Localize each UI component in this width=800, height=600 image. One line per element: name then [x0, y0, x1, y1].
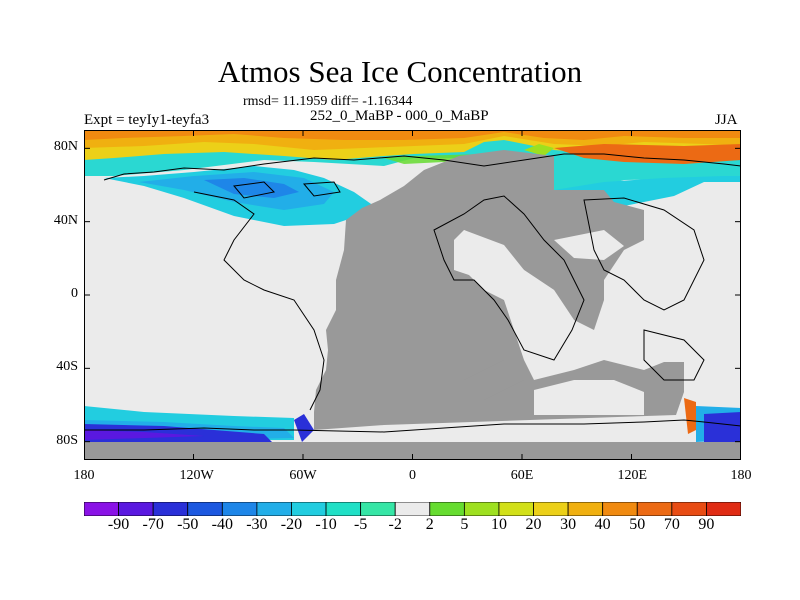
- colorbar-label: 5: [460, 516, 469, 533]
- colorbar-box: [394, 502, 431, 516]
- colorbar-label: -90: [107, 516, 130, 533]
- y-tick-label: 80S: [56, 432, 78, 448]
- x-tick-label: 180: [73, 468, 95, 483]
- colorbar-label: -2: [388, 516, 402, 533]
- experiment-label: Expt = teyIy1-teyfa3: [84, 112, 210, 128]
- colorbar-label: 90: [698, 516, 715, 533]
- colorbar-box: [429, 502, 465, 516]
- colorbar-box: [706, 502, 741, 516]
- colorbar-label: -20: [280, 516, 303, 533]
- colorbar-label: 50: [629, 516, 646, 533]
- colorbar-label: -5: [353, 516, 368, 533]
- season-label: JJA: [715, 112, 738, 128]
- plot-title: Atmos Sea Ice Concentration: [217, 54, 583, 89]
- land-mask: [314, 150, 684, 430]
- colorbar-label: 70: [663, 516, 680, 533]
- axis-ticks: [84, 130, 741, 460]
- colorbar-box: [325, 502, 362, 516]
- inland-seas: [464, 230, 644, 415]
- colorbar-label: -10: [315, 516, 337, 533]
- colorbar-box: [671, 502, 707, 516]
- colorbar-label: -30: [246, 516, 268, 533]
- colorbar-box: [256, 502, 292, 516]
- comparison-label: 252_0_MaBP - 000_0_MaBP: [310, 108, 489, 124]
- y-tick-label: 40S: [56, 359, 78, 375]
- colorbar-box: [221, 502, 258, 516]
- y-tick-label: 0: [71, 286, 78, 301]
- colorbar-label: 10: [490, 516, 507, 533]
- colorbar-label: 2: [425, 516, 434, 533]
- sea-ice-difference-map: [84, 130, 741, 460]
- x-tick-label: 120E: [617, 468, 648, 483]
- x-tick-label: 0: [409, 468, 416, 483]
- colorbar-box: [567, 502, 604, 516]
- colorbar-box: [360, 502, 396, 516]
- coastlines: [84, 153, 741, 433]
- colorbar-box: [84, 502, 119, 516]
- colorbar-box: [463, 502, 500, 516]
- colorbar-label: -70: [142, 516, 164, 533]
- colorbar-label: 40: [594, 516, 611, 533]
- x-tick-label: 120W: [179, 468, 214, 483]
- x-tick-label: 180: [730, 468, 752, 483]
- x-tick-label: 60E: [510, 468, 534, 483]
- colorbar-box: [636, 502, 673, 516]
- colorbar-box: [291, 502, 327, 516]
- colorbar-label: -40: [211, 516, 233, 533]
- colorbar-box: [498, 502, 534, 516]
- colorbar-label: 30: [560, 516, 577, 533]
- y-tick-label: 80N: [53, 139, 78, 155]
- colorbar-label: -50: [177, 516, 199, 533]
- x-tick-label: 60W: [289, 468, 317, 483]
- colorbar-box: [602, 502, 638, 516]
- colorbar-box: [118, 502, 154, 516]
- colorbar-box: [533, 502, 569, 516]
- colorbar-box: [152, 502, 189, 516]
- colorbar: [84, 502, 741, 516]
- colorbar-box: [187, 502, 223, 516]
- colorbar-label: 20: [525, 516, 542, 533]
- y-tick-label: 40N: [53, 212, 78, 228]
- statistics-text: rmsd= 11.1959 diff= -1.16344: [243, 94, 413, 109]
